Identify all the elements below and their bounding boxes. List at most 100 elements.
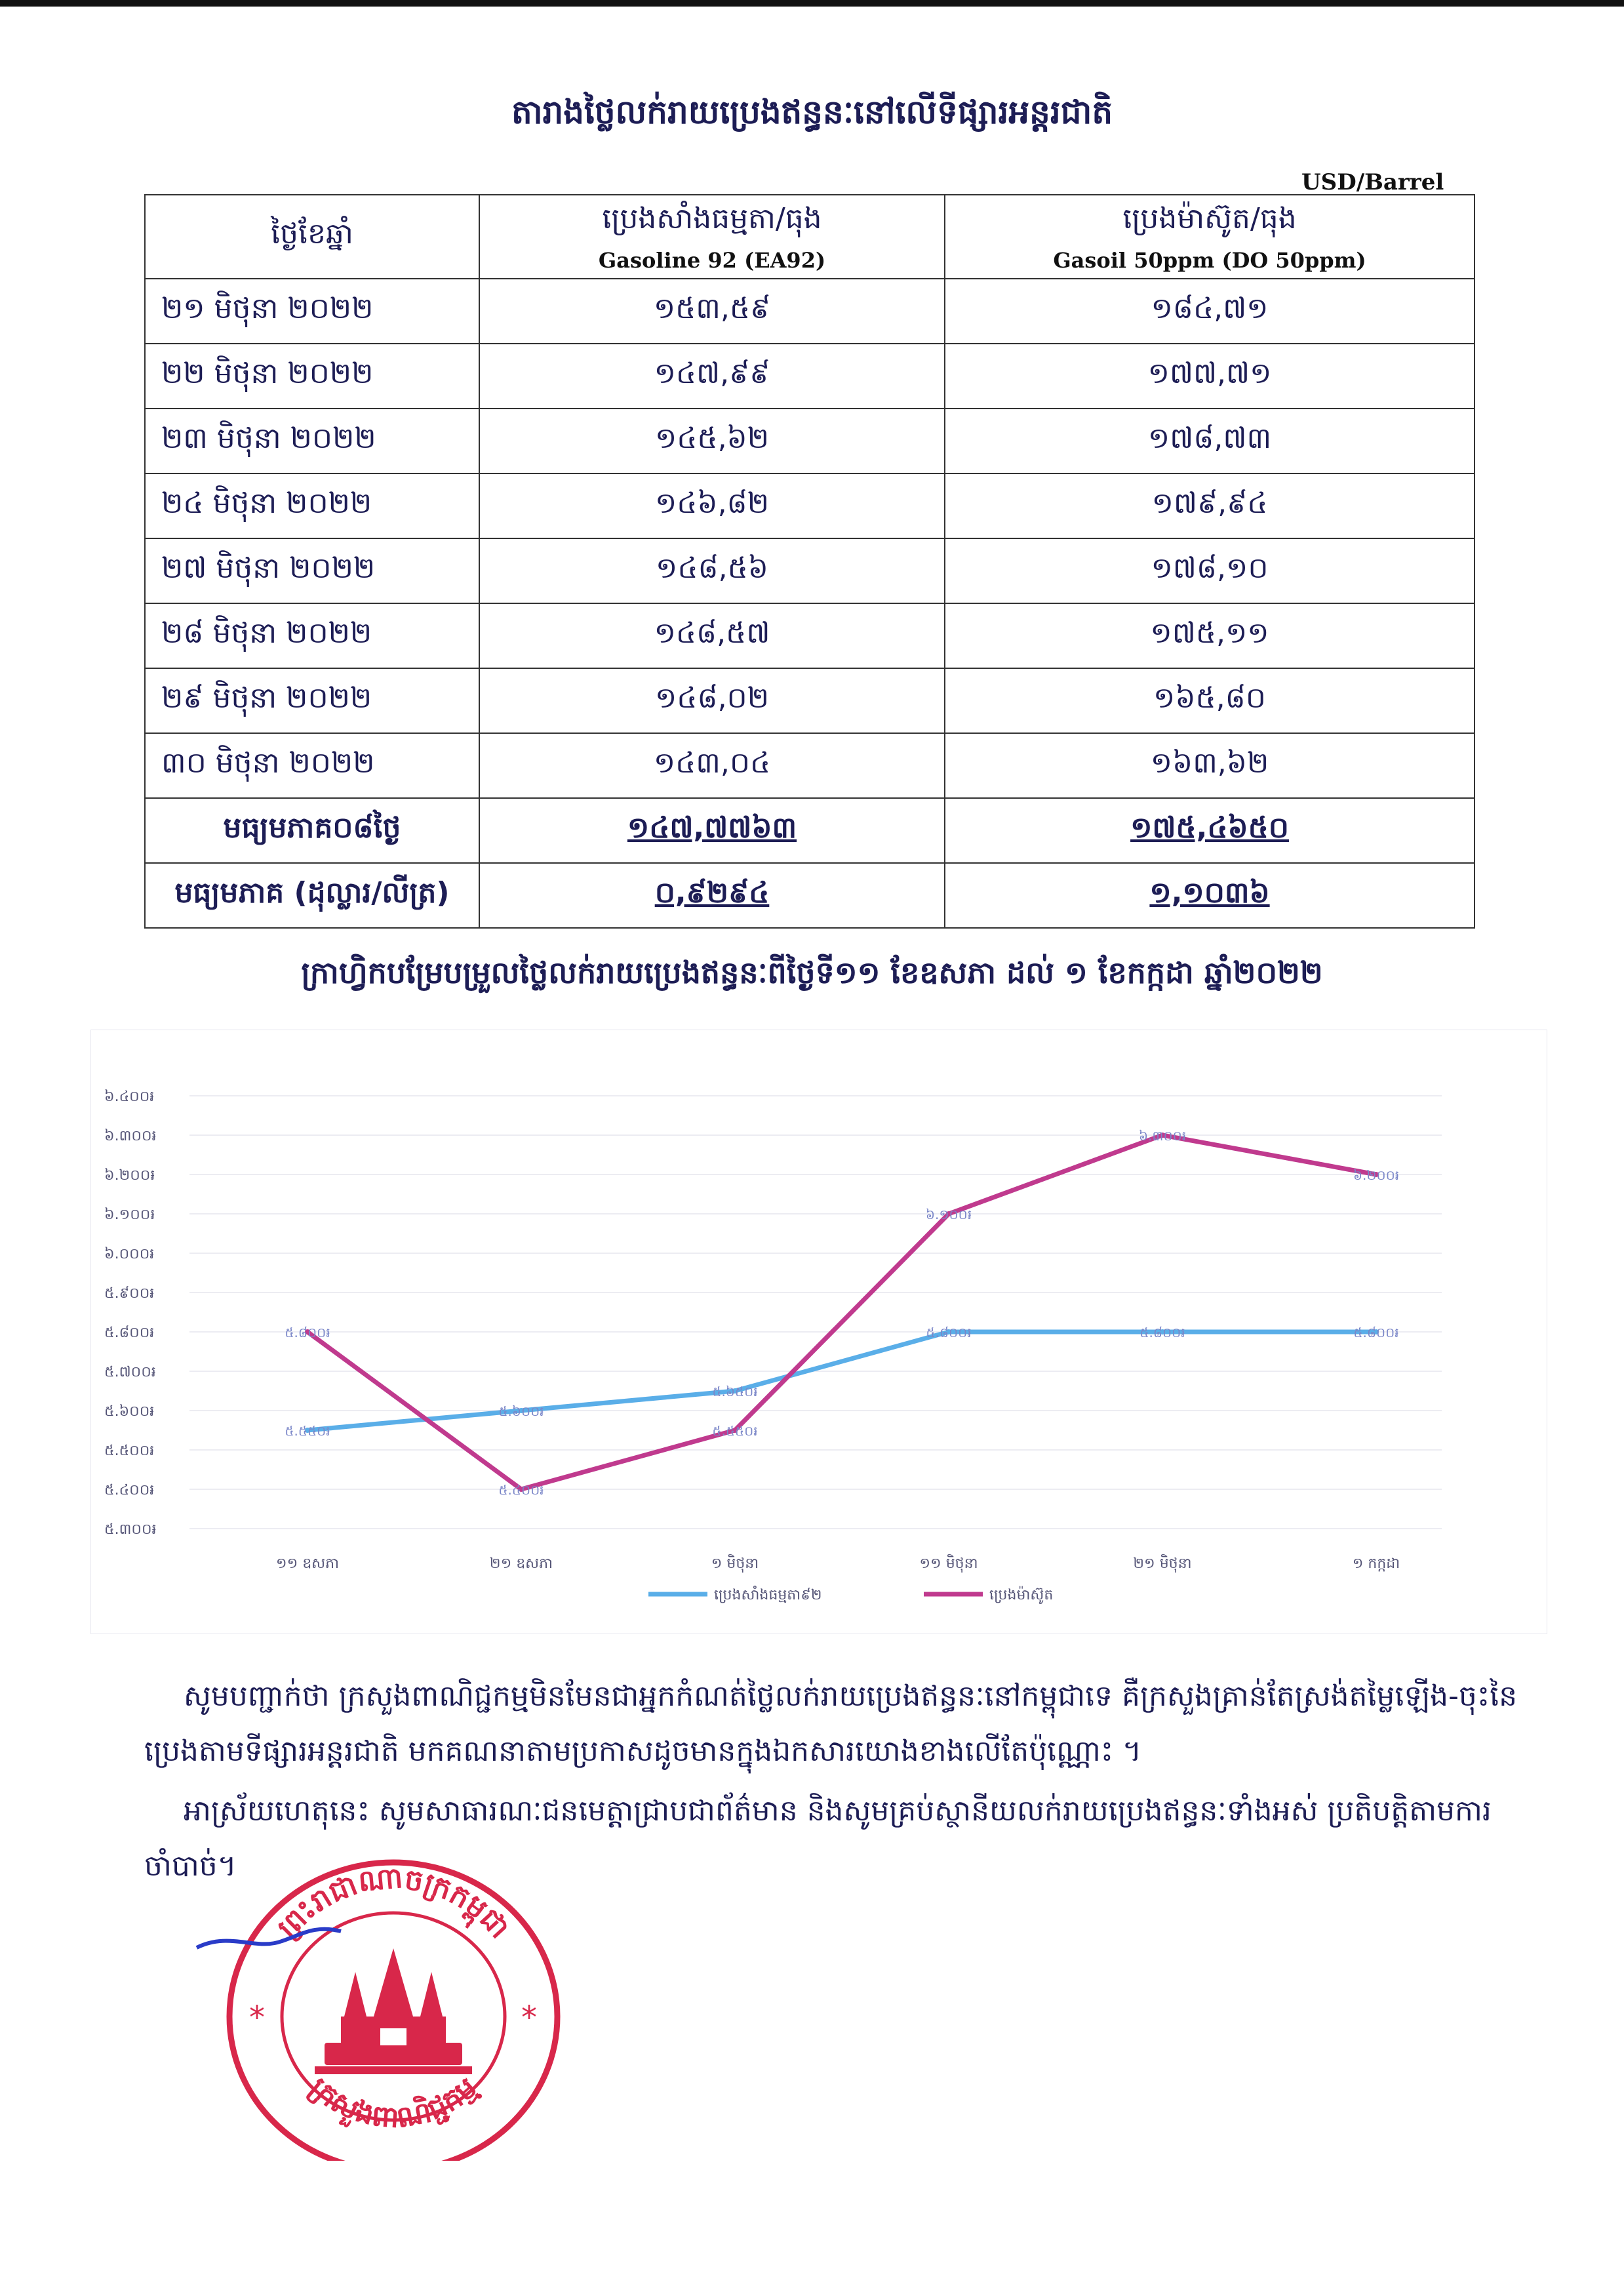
data-label: ៥.៨០០៛ xyxy=(1353,1325,1398,1340)
y-tick-label: ៥.៤០០៛ xyxy=(104,1482,154,1498)
row-diesel: ១៧៥,១១ xyxy=(944,603,1475,669)
x-tick-label: ១ មិថុនា xyxy=(711,1554,759,1573)
data-label: ៥.៨០០៛ xyxy=(285,1325,330,1340)
x-tick-label: ២១ មិថុនា xyxy=(1133,1554,1191,1573)
table-row: ២២ មិថុនា ២០២២ ១៤៧,៩៩ ១៧៧,៧១ xyxy=(144,343,1475,409)
data-point xyxy=(1160,1329,1165,1335)
chart-svg: ៥.៣០០៛ ៥.៤០០៛ ៥.៥០០៛ ៥.៦០០៛ ៥.៧០០៛ ៥.៨០០៛ ៥.៩០… xyxy=(104,1089,1442,1604)
row-date: ៣០ មិថុនា ២០២២ xyxy=(144,733,480,799)
row-diesel: ១៧៨,១០ xyxy=(944,538,1475,604)
average-8-days-label: មធ្យមភាគ០៨ថ្ងៃ xyxy=(144,797,480,864)
average-8-days-diesel: ១៧៥,៤៦៥០ xyxy=(944,797,1475,864)
y-tick-label: ៦.៤០០៛ xyxy=(104,1089,154,1105)
temple-emblem-icon xyxy=(315,1948,472,2074)
row-diesel: ១៦៣,៦២ xyxy=(944,733,1475,799)
series-line-0 xyxy=(307,1329,1376,1433)
top-edge-bar xyxy=(0,0,1624,7)
y-tick-label: ៦.២០០៛ xyxy=(104,1167,155,1184)
data-label: ៦.១០០៛ xyxy=(926,1207,972,1222)
average-per-liter-diesel: ១,១០៣៦ xyxy=(944,862,1475,929)
row-diesel: ១៧៨,៧៣ xyxy=(944,408,1475,474)
page-title: តារាងថ្លៃលក់រាយប្រេងឥន្ធនៈនៅលើទីផ្សារអន្… xyxy=(511,93,1113,131)
x-tick-label: ១១ ឧសភា xyxy=(276,1555,339,1572)
row-date: ២៣ មិថុនា ២០២២ xyxy=(144,408,480,474)
average-8-days-row: មធ្យមភាគ០៨ថ្ងៃ ១៤៧,៧៧៦៣ ១៧៥,៤៦៥០ xyxy=(144,797,1475,864)
legend-entry: ប្រេងសាំងធម្មតា៩២ xyxy=(714,1586,822,1603)
series-line-1 xyxy=(306,1133,1377,1492)
table-header-row: ថ្ងៃខែឆ្នាំ ប្រេងសាំងធម្មតា/ធុង Gasoline… xyxy=(144,194,1475,279)
row-date: ២៧ មិថុនា ២០២២ xyxy=(144,538,480,604)
y-tick-label: ៥.៥០០៛ xyxy=(104,1443,154,1459)
data-label: ៥.៤០០៛ xyxy=(498,1482,544,1498)
data-label: ៦.៣០០៛ xyxy=(1139,1128,1186,1144)
data-label: ៥.៨០០៛ xyxy=(926,1325,971,1340)
x-tick-label: ២១ ឧសភា xyxy=(490,1555,553,1572)
ministry-seal-stamp: ព្រះរាជាណាចក្រកម្ពុជា ក្រសួងពាណិជ្ជកម្ម … xyxy=(195,1859,561,2161)
data-point xyxy=(732,1428,738,1433)
row-gasoline: ១៤៣,០៤ xyxy=(479,733,945,799)
row-gasoline: ១៤៨,០២ xyxy=(479,668,945,734)
table-row: ២៨ មិថុនា ២០២២ ១៤៨,៥៧ ១៧៥,១១ xyxy=(144,603,1475,669)
x-tick-label: ១១ មិថុនា xyxy=(919,1554,978,1573)
data-point xyxy=(732,1388,738,1394)
row-date: ២៨ មិថុនា ២០២២ xyxy=(144,603,480,669)
average-per-liter-gasoline: ០,៩២៩៤ xyxy=(479,862,945,929)
table-row: ២៩ មិថុនា ២០២២ ១៤៨,០២ ១៦៥,៨០ xyxy=(144,668,1475,734)
price-table: ថ្ងៃខែឆ្នាំ ប្រេងសាំងធម្មតា/ធុង Gasoline… xyxy=(144,194,1475,929)
data-point xyxy=(1374,1329,1379,1335)
data-point xyxy=(1374,1172,1379,1177)
data-label: ៦.២០០៛ xyxy=(1353,1167,1399,1183)
data-point xyxy=(305,1428,310,1433)
data-point xyxy=(519,1408,524,1413)
header-date: ថ្ងៃខែឆ្នាំ xyxy=(144,194,480,279)
data-point xyxy=(946,1329,951,1335)
data-label: ៥.៥៥០៛ xyxy=(285,1423,330,1439)
data-label: ៥.៨០០៛ xyxy=(1139,1325,1185,1340)
row-date: ២៩ មិថុនា ២០២២ xyxy=(144,668,480,734)
signature-stroke xyxy=(195,1927,342,1950)
average-per-liter-label: មធ្យមភាគ (ដុល្លារ/លីត្រ) xyxy=(144,862,480,929)
row-diesel: ១៧៧,៧១ xyxy=(944,343,1475,409)
seal-star-icon: * xyxy=(521,1999,537,2036)
row-diesel: ១៨៤,៧១ xyxy=(944,278,1475,344)
average-8-days-gasoline: ១៤៧,៧៧៦៣ xyxy=(479,797,945,864)
y-tick-label: ៥.៧០០៛ xyxy=(104,1364,156,1380)
row-date: ២៤ មិថុនា ២០២២ xyxy=(144,473,480,539)
y-tick-label: ៦.១០០៛ xyxy=(104,1207,155,1223)
row-gasoline: ១៤៨,៥៦ xyxy=(479,538,945,604)
legend-entry: ប្រេងម៉ាស៊ូត xyxy=(989,1586,1053,1604)
notice-paragraph-1: សូមបញ្ជាក់ថា ក្រសួងពាណិជ្ជកម្មមិនមែនជាអ្… xyxy=(144,1679,1518,1768)
y-tick-label: ៥.៦០០៛ xyxy=(104,1403,154,1420)
y-tick-label: ៥.៣០០៛ xyxy=(104,1521,157,1538)
data-point xyxy=(1160,1133,1165,1138)
price-trend-chart: ៥.៣០០៛ ៥.៤០០៛ ៥.៥០០៛ ៥.៦០០៛ ៥.៧០០៛ ៥.៨០០៛ ៥.៩០… xyxy=(90,1030,1547,1634)
y-tick-label: ៥.៩០០៛ xyxy=(104,1285,154,1302)
table-row: ២៧ មិថុនា ២០២២ ១៤៨,៥៦ ១៧៨,១០ xyxy=(144,538,1475,604)
table-row: ២៤ មិថុនា ២០២២ ១៤៦,៨២ ១៧៩,៩៤ xyxy=(144,473,1475,539)
chart-title: ក្រាហ្វិកបម្រែបម្រួលថ្លៃលក់រាយប្រេងឥន្ធន… xyxy=(301,955,1323,990)
y-tick-label: ៦.៣០០៛ xyxy=(104,1128,157,1144)
header-gasoline: ប្រេងសាំងធម្មតា/ធុង Gasoline 92 (EA92) xyxy=(479,194,945,279)
x-tick-label: ១ កក្កដា xyxy=(1353,1555,1400,1572)
header-diesel: ប្រេងម៉ាស៊ូត/ធុង Gasoil 50ppm (DO 50ppm) xyxy=(944,194,1475,279)
row-gasoline: ១៤៨,៥៧ xyxy=(479,603,945,669)
seal-bottom-text: ក្រសួងពាណិជ្ជកម្ម xyxy=(303,2070,484,2135)
row-gasoline: ១៥៣,៥៩ xyxy=(479,278,945,344)
header-diesel-sub: Gasoil 50ppm (DO 50ppm) xyxy=(1053,248,1366,273)
notice-paragraph-2: អាស្រ័យហេតុនេះ សូមសាធារណៈជនមេត្តាជ្រាបជា… xyxy=(144,1794,1492,1883)
row-date: ២១ មិថុនា ២០២២ xyxy=(144,278,480,344)
y-tick-label: ៦.០០០៛ xyxy=(104,1246,154,1262)
header-gasoline-sub: Gasoline 92 (EA92) xyxy=(598,248,826,273)
row-date: ២២ មិថុនា ២០២២ xyxy=(144,343,480,409)
seal-star-icon: * xyxy=(249,1999,265,2036)
unit-label: USD/Barrel xyxy=(1301,169,1444,195)
row-gasoline: ១៤៧,៩៩ xyxy=(479,343,945,409)
data-label: ៥.៦៥០៛ xyxy=(712,1384,757,1399)
row-gasoline: ១៤៥,៦២ xyxy=(479,408,945,474)
y-tick-label: ៥.៨០០៛ xyxy=(104,1325,154,1341)
row-diesel: ១៧៩,៩៤ xyxy=(944,473,1475,539)
data-point xyxy=(519,1487,524,1492)
data-point xyxy=(305,1329,310,1335)
row-diesel: ១៦៥,៨០ xyxy=(944,668,1475,734)
table-row: ២៣ មិថុនា ២០២២ ១៤៥,៦២ ១៧៨,៧៣ xyxy=(144,408,1475,474)
